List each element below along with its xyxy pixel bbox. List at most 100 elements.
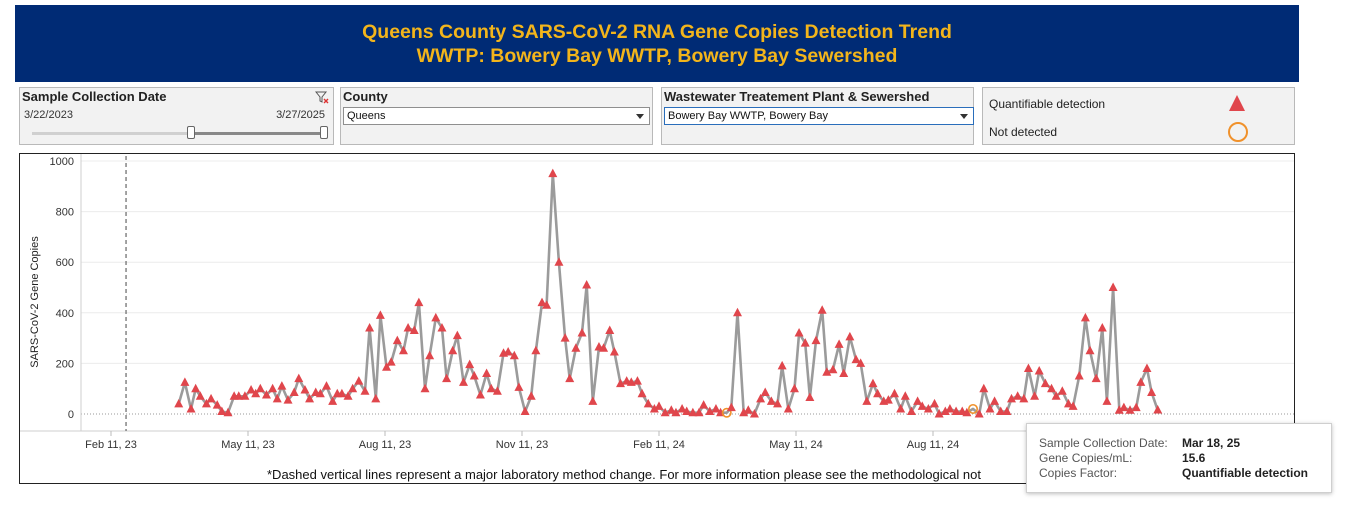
county-select-value: Queens <box>347 110 386 122</box>
data-point <box>251 388 261 398</box>
data-point <box>839 368 849 378</box>
data-point <box>452 330 462 340</box>
title-line-2: WWTP: Bowery Bay WWTP, Bowery Bay Sewers… <box>416 45 898 67</box>
x-tick-label: May 11, 23 <box>221 439 275 451</box>
data-point <box>277 381 287 390</box>
data-point <box>906 406 916 415</box>
series-line <box>177 172 1159 416</box>
data-point <box>913 396 923 405</box>
data-point <box>811 335 821 345</box>
data-point <box>705 406 715 415</box>
data-point <box>856 358 866 367</box>
data-point <box>605 325 615 335</box>
data-point <box>554 257 564 266</box>
data-point <box>240 391 250 400</box>
county-filter-title: County <box>343 89 388 104</box>
x-tick-label: May 11, 24 <box>769 439 823 451</box>
data-point <box>382 362 392 371</box>
x-tick-label: Aug 11, 24 <box>907 439 959 451</box>
data-point <box>315 388 325 398</box>
data-point <box>261 390 271 399</box>
data-point <box>828 364 838 374</box>
data-point <box>794 328 804 337</box>
tooltip-factor-label: Copies Factor: <box>1039 466 1118 480</box>
data-point <box>873 388 883 398</box>
y-tick-label: 0 <box>68 409 74 421</box>
date-slider-end-handle[interactable] <box>320 126 328 139</box>
data-point <box>1125 405 1135 414</box>
data-point <box>637 388 647 398</box>
data-point <box>1091 373 1101 383</box>
data-point <box>726 402 736 412</box>
data-point <box>375 310 385 319</box>
date-slider-start-handle[interactable] <box>187 126 195 139</box>
data-point <box>643 398 653 408</box>
data-point <box>246 384 256 394</box>
data-point <box>694 407 704 417</box>
trend-chart[interactable]: 0 200 400 600 800 1000 SARS-CoV-2 Gene Copies F… <box>20 154 1294 483</box>
y-tick-label: 200 <box>56 358 74 370</box>
data-point <box>437 322 447 332</box>
data-point <box>996 406 1006 415</box>
method-footnote: *Dashed vertical lines represent a major… <box>267 467 981 482</box>
data-point <box>945 403 955 413</box>
tooltip-factor-value: Quantifiable detection <box>1182 466 1309 480</box>
data-point <box>365 322 375 332</box>
data-point <box>733 307 743 317</box>
y-tick-label: 1000 <box>50 156 74 168</box>
tooltip-copies-label: Gene Copies/mL: <box>1039 451 1133 465</box>
date-range-end: 3/27/2025 <box>276 109 325 121</box>
date-slider-track[interactable] <box>32 132 326 135</box>
plant-select[interactable]: Bowery Bay WWTP, Bowery Bay <box>664 107 974 125</box>
data-point <box>766 396 776 405</box>
data-point <box>760 387 770 396</box>
data-point <box>191 383 201 393</box>
data-point <box>1097 322 1107 332</box>
legend-panel: Quantifiable detection Not detected <box>982 87 1295 145</box>
data-point <box>890 388 900 398</box>
data-point <box>448 345 458 355</box>
data-point <box>1114 405 1124 414</box>
clear-filter-icon[interactable] <box>315 90 329 104</box>
data-point <box>348 383 358 393</box>
y-tick-label: 400 <box>56 308 74 320</box>
data-point <box>588 396 598 405</box>
data-point <box>386 357 396 366</box>
data-point <box>1102 396 1112 405</box>
data-point <box>934 409 944 418</box>
data-point <box>1019 393 1029 403</box>
data-point <box>711 403 721 413</box>
data-point <box>1119 402 1129 412</box>
data-point <box>1080 312 1090 322</box>
data-point <box>360 386 370 395</box>
title-line-1: Queens County SARS-CoV-2 RNA Gene Copies… <box>362 21 952 43</box>
data-point <box>354 376 364 385</box>
data-point <box>180 377 190 386</box>
data-point <box>337 388 347 398</box>
county-select[interactable]: Queens <box>343 107 650 125</box>
data-point <box>609 347 619 356</box>
tooltip-date-label: Sample Collection Date: <box>1039 436 1168 450</box>
data-point <box>305 393 315 403</box>
data-point <box>1030 391 1040 400</box>
data-point <box>398 345 408 355</box>
county-filter-panel: County Queens <box>340 87 653 145</box>
data-point <box>542 300 552 309</box>
data-point <box>817 305 827 314</box>
legend-not-detected-label: Not detected <box>989 125 1058 139</box>
data-point <box>212 400 222 409</box>
data-point <box>1142 363 1152 372</box>
data-point <box>883 395 893 404</box>
data-point <box>677 403 687 413</box>
data-point <box>571 343 581 352</box>
data-point <box>289 387 299 396</box>
dashboard-title: Queens County SARS-CoV-2 RNA Gene Copies… <box>15 5 1299 82</box>
data-point <box>294 373 304 383</box>
data-point <box>392 335 402 345</box>
data-point <box>688 407 698 417</box>
data-point <box>300 384 310 394</box>
data-point <box>1013 391 1023 400</box>
data-point <box>475 390 485 399</box>
data-point <box>666 405 676 414</box>
data-point <box>1007 393 1017 403</box>
